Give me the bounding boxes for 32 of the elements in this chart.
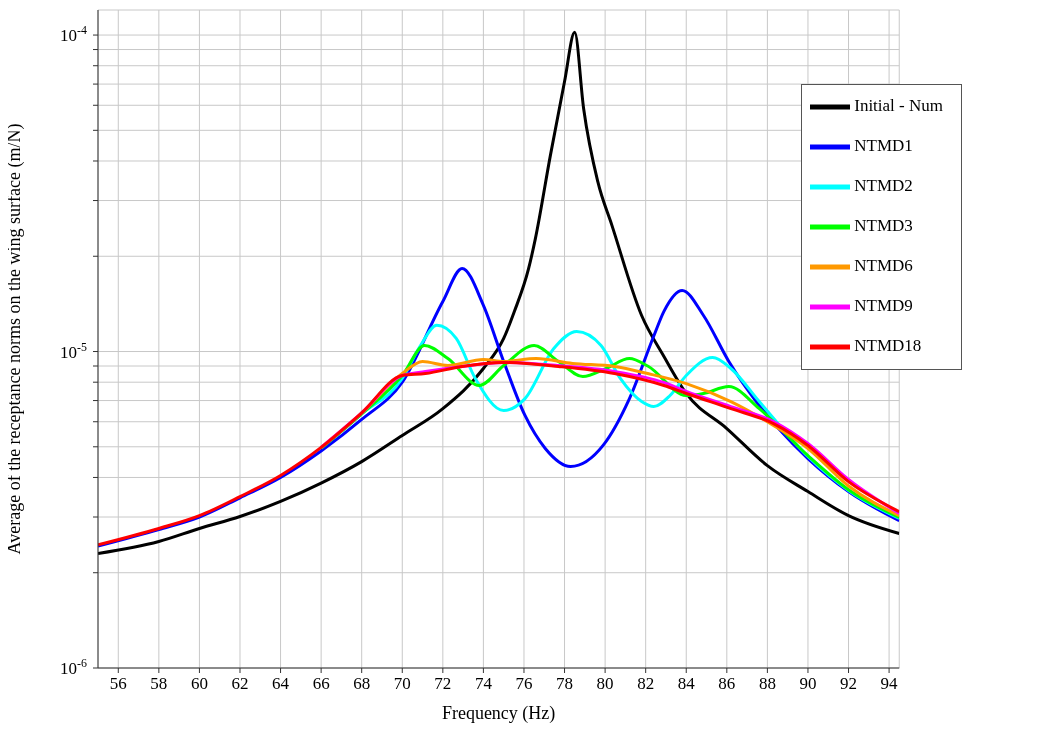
x-tick-label: 58: [150, 674, 168, 693]
legend-label: NTMD3: [854, 215, 913, 235]
legend-label: NTMD2: [854, 175, 913, 195]
x-tick-label: 68: [353, 674, 371, 693]
legend-label: NTMD1: [854, 135, 913, 155]
x-tick-label: 86: [718, 674, 736, 693]
x-tick-label: 90: [799, 674, 817, 693]
y-tick-label: 10$^{-4}$: [60, 23, 88, 46]
x-tick-label: 88: [758, 674, 776, 693]
legend-label: NTMD6: [854, 255, 913, 275]
x-tick-label: 80: [596, 674, 614, 693]
x-tick-label: 70: [393, 674, 411, 693]
y-axis-title: Average of the receptance norms on the wing surface (m/N): [4, 123, 26, 555]
legend-label: NTMD18: [854, 335, 922, 355]
x-tick-label: 78: [556, 674, 574, 693]
x-tick-label: 66: [312, 674, 330, 693]
x-tick-label: 62: [231, 674, 249, 693]
x-tick-label: 84: [677, 674, 696, 693]
x-tick-label: 92: [840, 674, 858, 693]
x-tick-label: 64: [272, 674, 290, 693]
x-tick-label: 76: [515, 674, 533, 693]
y-tick-label: 10$^{-5}$: [60, 339, 88, 362]
x-tick-label: 56: [109, 674, 127, 693]
legend-label: NTMD9: [854, 295, 913, 315]
x-tick-label: 74: [474, 674, 493, 693]
x-tick-label: 82: [637, 674, 655, 693]
x-tick-label: 60: [190, 674, 208, 693]
legend-label: Initial - Num: [854, 95, 943, 115]
x-tick-label: 94: [880, 674, 899, 693]
x-tick-label: 72: [434, 674, 452, 693]
y-tick-label: 10$^{-6}$: [60, 656, 88, 678]
x-axis-title: Frequency (Hz): [441, 703, 556, 724]
